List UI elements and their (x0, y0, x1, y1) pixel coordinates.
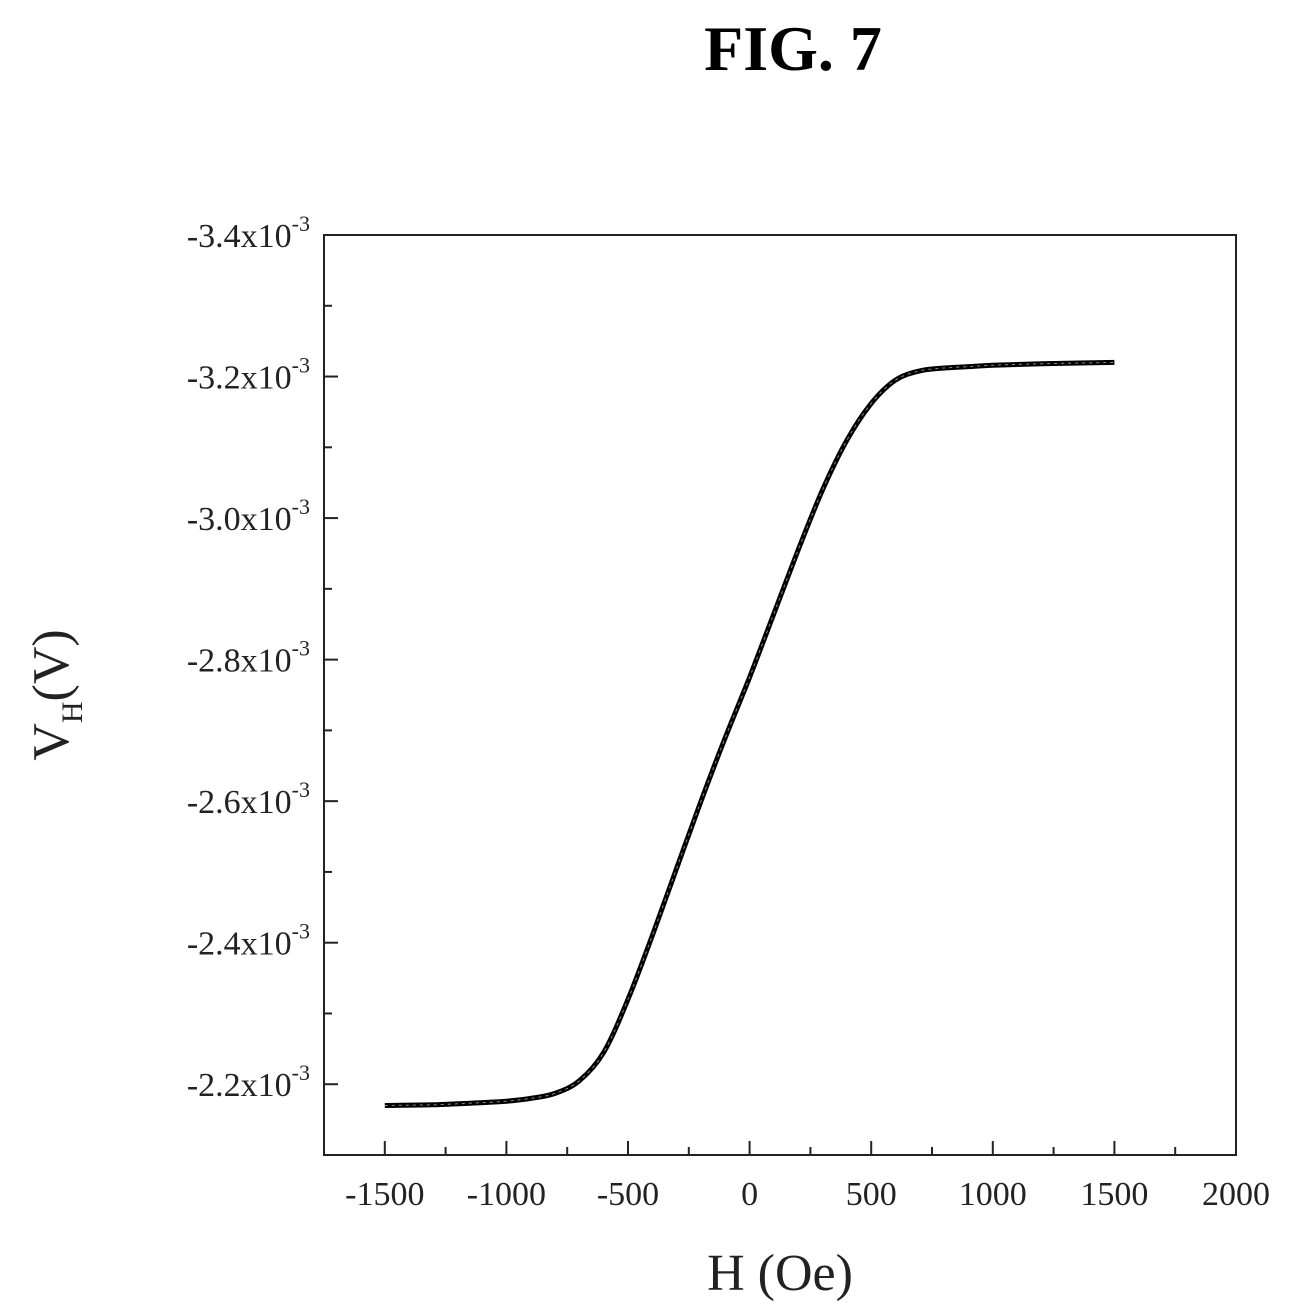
y-tick-mantissa: -2.8x10 (187, 643, 292, 680)
y-tick-exponent: -3 (292, 777, 310, 802)
y-tick-mantissa: -3.0x10 (187, 501, 292, 538)
x-tick-label: 2000 (1202, 1176, 1270, 1213)
y-tick-exponent: -3 (292, 353, 310, 378)
y-tick-exponent: -3 (292, 1060, 310, 1085)
svg-text:VH(V): VH(V) (23, 629, 89, 760)
x-tick-label: -1500 (345, 1176, 424, 1213)
y-tick-exponent: -3 (292, 494, 310, 519)
x-axis-label: H (Oe) (707, 1245, 853, 1302)
series-layer (384, 359, 1115, 1108)
y-axis-ticks: -3.4x10-3-3.2x10-3-3.0x10-3-2.8x10-3-2.6… (187, 211, 338, 1104)
x-axis-ticks: -1500 -1000 -500 0 500 1000 1500 2000 (323, 1141, 1270, 1213)
y-tick-label: -2.8x10-3 (187, 636, 310, 680)
y-tick-mantissa: -3.4x10 (187, 218, 292, 255)
y-tick-label: -3.4x10-3 (187, 211, 310, 255)
x-tick-label: 500 (846, 1176, 897, 1213)
y-tick-exponent: -3 (292, 636, 310, 661)
x-tick-label: -1000 (467, 1176, 546, 1213)
x-tick-label: 0 (741, 1176, 758, 1213)
y-tick-label: -2.2x10-3 (187, 1060, 310, 1104)
y-tick-mantissa: -2.6x10 (187, 784, 292, 821)
y-tick-mantissa: -3.2x10 (187, 360, 292, 397)
series-line (384, 359, 1115, 1108)
y-axis-label-unit: (V) (23, 629, 80, 701)
plot-frame (323, 234, 1237, 1156)
x-tick-label: 1500 (1080, 1176, 1148, 1213)
y-axis-label: VH(V) (23, 629, 89, 760)
y-tick-exponent: -3 (292, 919, 310, 944)
x-tick-label: -500 (597, 1176, 659, 1213)
y-tick-label: -2.6x10-3 (187, 777, 310, 821)
series-line-highlight (384, 361, 1115, 1106)
x-tick-label: 1000 (959, 1176, 1027, 1213)
y-axis-label-sub: H (56, 701, 89, 723)
y-tick-label: -3.0x10-3 (187, 494, 310, 538)
y-tick-label: -2.4x10-3 (187, 919, 310, 963)
y-tick-mantissa: -2.4x10 (187, 926, 292, 963)
y-tick-exponent: -3 (292, 211, 310, 236)
y-tick-mantissa: -2.2x10 (187, 1067, 292, 1104)
figure-title: FIG. 7 (704, 13, 882, 84)
y-axis-label-main: V (23, 723, 80, 761)
y-tick-label: -3.2x10-3 (187, 353, 310, 397)
